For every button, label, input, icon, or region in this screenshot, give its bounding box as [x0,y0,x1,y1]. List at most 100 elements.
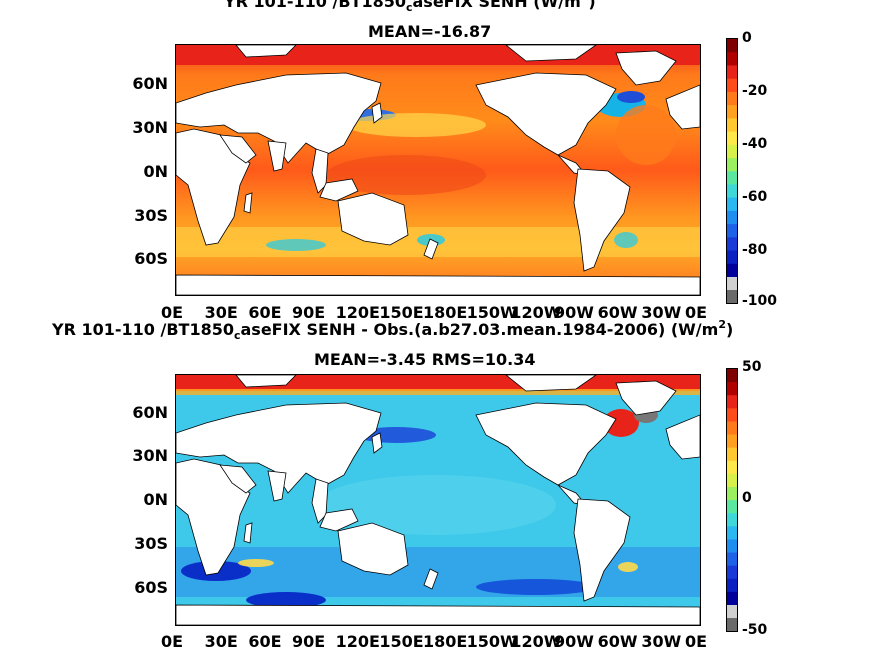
x-tick-label: 180E [423,632,468,651]
x-tick-label: 150W [466,632,518,651]
colorbar-swatch [727,605,737,618]
panel1-cbtick: -60 [742,189,768,205]
landmass [423,238,439,260]
gulfstream-feature [603,409,639,437]
panel2-map-svg [176,375,700,625]
panel1-colorbar-svg [727,39,737,303]
colorbar-swatch [727,487,737,501]
colorbar-swatch [727,526,737,540]
panel1-cbtick: -80 [742,242,768,258]
panel2-ytick: 0N [143,490,168,509]
colorbar-swatch [727,408,737,422]
landmass [337,192,409,246]
colorbar-swatch [727,197,737,212]
panel2-title: YR 101-110 /BT1850caseFIX SENH - Obs.(a.… [52,318,734,342]
panel2-ytick: 60N [132,403,168,422]
colorbar-swatch [727,39,737,53]
landmass [371,102,383,124]
colorbar-swatch [727,578,737,593]
colorbar-swatch [727,237,737,252]
landmass [475,402,617,486]
landmass [505,375,597,392]
colorbar-swatch [727,290,737,303]
panel1-ytick: 30N [132,118,168,137]
colorbar-swatch [727,539,737,554]
panel2-ytick: 30N [132,446,168,465]
landmass [665,84,700,130]
panel2-cbtick: -50 [742,622,768,638]
landmass [219,464,257,494]
colorbar-swatch [727,447,737,462]
landmass [337,522,409,576]
landmass [615,50,677,86]
colorbar-swatch [727,382,737,396]
colorbar-swatch [727,552,737,567]
landmass [423,568,439,590]
panel2-subtitle: MEAN=-3.45 RMS=10.34 [314,350,536,369]
landmass [176,604,700,625]
landmass [311,478,329,524]
colorbar-swatch [727,565,737,580]
landmass [176,402,382,494]
x-tick-label: 90W [554,632,594,651]
continents [176,45,700,295]
x-tick-label: 30E [204,632,238,651]
panel2-colorbar [726,368,738,632]
x-tick-label: 120W [510,632,562,651]
x-tick-label: 0E [161,303,184,322]
panel2-cbtick: 0 [742,490,752,506]
panel1-map-svg [176,45,700,295]
x-tick-label: 60E [248,303,282,322]
colorbar-swatch [727,210,737,225]
x-tick-label: 120W [510,303,562,322]
landmass [573,498,631,602]
landmass [235,45,297,58]
x-tick-label: 90E [292,632,326,651]
panel1-title: YR 101-110 /BT1850caseFIX SENH (W/m2) [224,0,596,14]
landmass [505,45,597,62]
panel2-cbtick: 50 [742,359,762,375]
colorbar-swatch [727,250,737,265]
landmass [176,274,700,295]
x-tick-label: 0E [685,303,708,322]
colorbar-swatch [727,460,737,475]
x-tick-label: 90E [292,303,326,322]
x-tick-label: 90W [554,303,594,322]
colorbar-swatch [727,78,737,93]
colorbar-swatch [727,91,737,106]
colorbar-swatch [727,224,737,238]
panel1-ytick: 0N [143,162,168,181]
colorbar-swatch [727,421,737,436]
landmass [176,72,382,164]
x-tick-label: 30W [641,303,682,322]
landmass [371,432,383,454]
x-tick-label: 150E [379,632,424,651]
panel2-ytick: 60S [134,578,168,597]
landmass [243,192,253,214]
landmass [319,508,359,532]
x-tick-label: 150W [466,303,518,322]
x-tick-label: 150E [379,303,424,322]
colorbar-swatch [727,434,737,449]
colorbar-swatch [727,263,737,278]
colorbar-swatch [727,171,737,185]
x-tick-label: 180E [423,303,468,322]
x-tick-label: 120E [335,303,380,322]
landmass [311,148,329,194]
panel1-map [175,44,701,296]
landmass [235,375,297,388]
colorbar-swatch [727,395,737,409]
landmass [665,414,700,460]
colorbar-swatch [727,277,737,290]
landmass [573,168,631,272]
panel1-colorbar [726,38,738,304]
landmass [267,140,287,172]
x-tick-label: 60W [597,303,638,322]
colorbar-swatch [727,184,737,199]
colorbar-swatch [727,105,737,119]
colorbar-swatch [727,118,737,133]
landmass [475,72,617,156]
panel1-cbtick: 0 [742,30,752,46]
panel1-cbtick: -100 [742,293,778,309]
continents [176,375,700,625]
